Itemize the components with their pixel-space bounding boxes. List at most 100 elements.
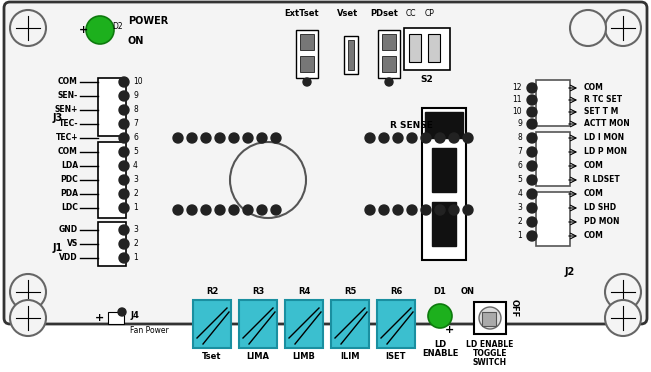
Circle shape bbox=[229, 205, 239, 215]
Text: 7: 7 bbox=[517, 148, 522, 157]
Circle shape bbox=[421, 133, 431, 143]
Text: PDset: PDset bbox=[370, 9, 398, 18]
Bar bbox=[98, 142, 126, 218]
Circle shape bbox=[527, 147, 537, 157]
Circle shape bbox=[393, 133, 403, 143]
Circle shape bbox=[463, 205, 473, 215]
Circle shape bbox=[479, 307, 501, 329]
Circle shape bbox=[379, 205, 389, 215]
Text: 5: 5 bbox=[133, 148, 138, 157]
Circle shape bbox=[271, 205, 281, 215]
Text: SET T M: SET T M bbox=[584, 108, 618, 116]
Bar bbox=[193, 300, 231, 348]
Text: 8: 8 bbox=[133, 106, 138, 115]
Text: ACTT MON: ACTT MON bbox=[584, 119, 630, 128]
Circle shape bbox=[229, 133, 239, 143]
Circle shape bbox=[570, 10, 606, 46]
Text: CP: CP bbox=[425, 9, 435, 18]
Text: SEN+: SEN+ bbox=[55, 106, 78, 115]
Circle shape bbox=[393, 205, 403, 215]
Bar bbox=[378, 30, 400, 78]
Text: ON: ON bbox=[461, 287, 475, 296]
Text: CC: CC bbox=[406, 9, 416, 18]
Bar bbox=[377, 300, 415, 348]
Circle shape bbox=[449, 205, 459, 215]
Circle shape bbox=[119, 133, 129, 143]
Bar bbox=[428, 34, 440, 62]
Bar bbox=[296, 30, 318, 78]
Circle shape bbox=[119, 161, 129, 171]
Bar bbox=[432, 148, 456, 192]
Circle shape bbox=[379, 133, 389, 143]
Text: 4: 4 bbox=[517, 189, 522, 199]
Circle shape bbox=[187, 133, 197, 143]
Bar bbox=[404, 28, 450, 70]
Circle shape bbox=[118, 308, 126, 316]
Circle shape bbox=[527, 83, 537, 93]
Bar bbox=[409, 34, 421, 62]
Text: R LDSET: R LDSET bbox=[584, 176, 620, 185]
Text: LIMB: LIMB bbox=[292, 352, 316, 361]
Text: 2: 2 bbox=[518, 218, 522, 227]
Circle shape bbox=[257, 205, 267, 215]
Text: LD ENABLE: LD ENABLE bbox=[466, 340, 514, 349]
Circle shape bbox=[527, 217, 537, 227]
Text: +: + bbox=[445, 325, 454, 335]
Text: 12: 12 bbox=[512, 83, 522, 93]
Circle shape bbox=[119, 147, 129, 157]
Text: R6: R6 bbox=[390, 287, 402, 296]
Circle shape bbox=[385, 78, 393, 86]
Text: D2: D2 bbox=[112, 22, 122, 31]
Text: LIMA: LIMA bbox=[247, 352, 270, 361]
Text: COM: COM bbox=[58, 148, 78, 157]
Circle shape bbox=[527, 95, 537, 105]
Circle shape bbox=[605, 10, 641, 46]
Bar bbox=[536, 132, 570, 186]
Circle shape bbox=[527, 203, 537, 213]
Bar bbox=[98, 78, 126, 136]
Text: LD: LD bbox=[434, 340, 446, 349]
Circle shape bbox=[119, 77, 129, 87]
Text: LD SHD: LD SHD bbox=[584, 203, 616, 212]
Text: LD P MON: LD P MON bbox=[584, 148, 627, 157]
Circle shape bbox=[435, 205, 445, 215]
Bar bbox=[432, 202, 456, 246]
Text: COM: COM bbox=[584, 161, 604, 170]
Text: S2: S2 bbox=[421, 75, 434, 84]
Text: R5: R5 bbox=[344, 287, 356, 296]
Text: PDA: PDA bbox=[60, 189, 78, 199]
Text: COM: COM bbox=[584, 83, 604, 93]
Bar bbox=[300, 56, 314, 72]
Circle shape bbox=[119, 119, 129, 129]
Circle shape bbox=[435, 133, 445, 143]
Text: GND: GND bbox=[59, 225, 78, 234]
Text: J2: J2 bbox=[565, 267, 575, 277]
Bar bbox=[285, 300, 323, 348]
Text: 10: 10 bbox=[133, 77, 143, 87]
Text: 3: 3 bbox=[133, 225, 138, 234]
Text: 9: 9 bbox=[517, 119, 522, 128]
Text: 1: 1 bbox=[133, 203, 138, 212]
Bar bbox=[536, 80, 570, 126]
Text: PDC: PDC bbox=[61, 176, 78, 185]
Text: PD MON: PD MON bbox=[584, 218, 620, 227]
Text: VS: VS bbox=[67, 240, 78, 248]
Circle shape bbox=[527, 189, 537, 199]
Text: J4: J4 bbox=[130, 311, 139, 321]
Circle shape bbox=[215, 133, 225, 143]
Bar bbox=[422, 108, 466, 260]
Text: ILIM: ILIM bbox=[340, 352, 360, 361]
Text: 7: 7 bbox=[133, 119, 138, 128]
Circle shape bbox=[243, 205, 253, 215]
Circle shape bbox=[527, 175, 537, 185]
Circle shape bbox=[10, 300, 46, 336]
Circle shape bbox=[10, 274, 46, 310]
Circle shape bbox=[187, 205, 197, 215]
Bar bbox=[474, 302, 506, 334]
Text: TEC+: TEC+ bbox=[55, 134, 78, 142]
Circle shape bbox=[257, 133, 267, 143]
Text: R TC SET: R TC SET bbox=[584, 96, 622, 105]
Bar bbox=[536, 192, 570, 246]
Text: LDC: LDC bbox=[61, 203, 78, 212]
Text: 10: 10 bbox=[512, 108, 522, 116]
